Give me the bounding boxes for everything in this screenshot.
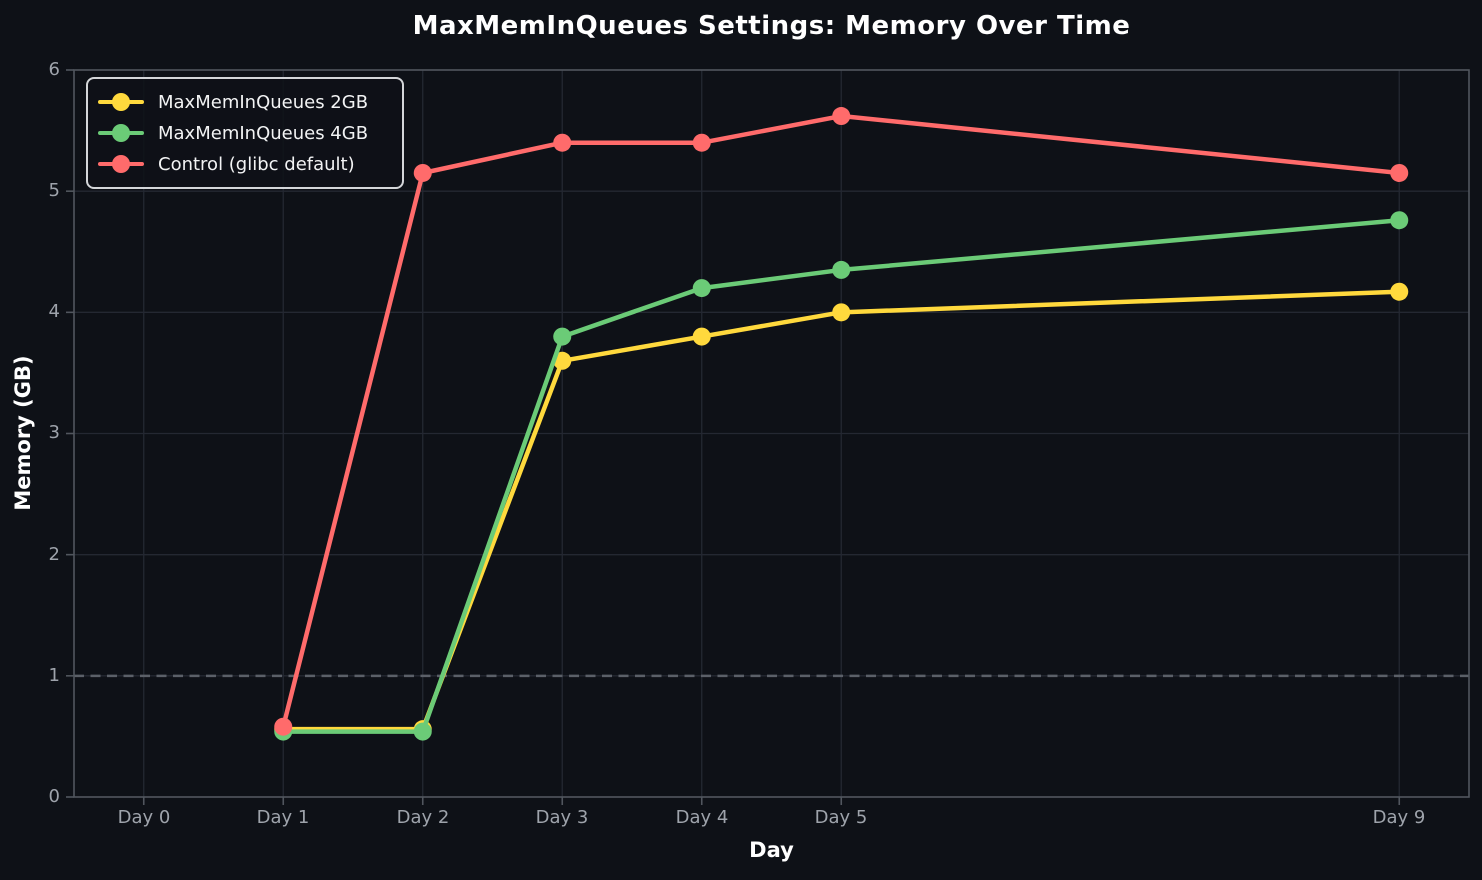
y-tick-label-2: 2 — [48, 544, 60, 565]
series-marker — [1390, 282, 1409, 301]
legend-marker-control-icon — [96, 150, 146, 178]
series-marker — [553, 327, 572, 346]
series-line — [281, 217, 1402, 734]
x-tick-label-day1: Day 1 — [256, 807, 310, 828]
x-tick-label-day2: Day 2 — [396, 807, 450, 828]
x-tick-label-day3: Day 3 — [535, 807, 589, 828]
y-tick-label-3: 3 — [48, 422, 60, 443]
y-tick-label-0: 0 — [48, 786, 60, 807]
chart-title: MaxMemInQueues Settings: Memory Over Tim… — [412, 11, 1131, 41]
series-marker — [1390, 163, 1409, 182]
series-marker — [692, 279, 711, 298]
x-tick-label-day4: Day 4 — [675, 807, 729, 828]
series-marker — [832, 303, 851, 322]
legend-label-2gb: MaxMemInQueues 2GB — [158, 91, 369, 113]
series-marker — [553, 351, 572, 370]
y-tick-label-5: 5 — [48, 180, 60, 201]
x-axis-label: Day — [749, 838, 794, 862]
x-tick-label-day9: Day 9 — [1372, 807, 1426, 828]
y-tick-label-6: 6 — [48, 59, 60, 80]
legend-item-control: Control (glibc default) — [96, 150, 388, 178]
legend-label-control: Control (glibc default) — [158, 153, 355, 175]
series-marker — [553, 133, 572, 152]
series-marker — [832, 260, 851, 279]
series-marker — [1390, 211, 1409, 230]
series-marker — [692, 133, 711, 152]
y-tick-label-1: 1 — [48, 665, 60, 686]
legend-marker-4gb-icon — [96, 119, 146, 147]
series-marker — [274, 717, 293, 736]
x-tick-label-day5: Day 5 — [814, 807, 868, 828]
legend-marker-2gb-icon — [96, 88, 146, 116]
series-marker — [413, 722, 432, 741]
series-marker — [832, 107, 851, 126]
legend-item-4gb: MaxMemInQueues 4GB — [96, 119, 388, 147]
series-line — [281, 113, 1402, 729]
legend-item-2gb: MaxMemInQueues 2GB — [96, 88, 388, 116]
y-tick-label-4: 4 — [48, 301, 60, 322]
series-marker — [692, 327, 711, 346]
legend-label-4gb: MaxMemInQueues 4GB — [158, 122, 369, 144]
series-marker — [413, 163, 432, 182]
chart-legend: MaxMemInQueues 2GB MaxMemInQueues 4GB Co… — [86, 77, 404, 189]
series-line — [281, 289, 1402, 732]
x-tick-label-day0: Day 0 — [117, 807, 171, 828]
